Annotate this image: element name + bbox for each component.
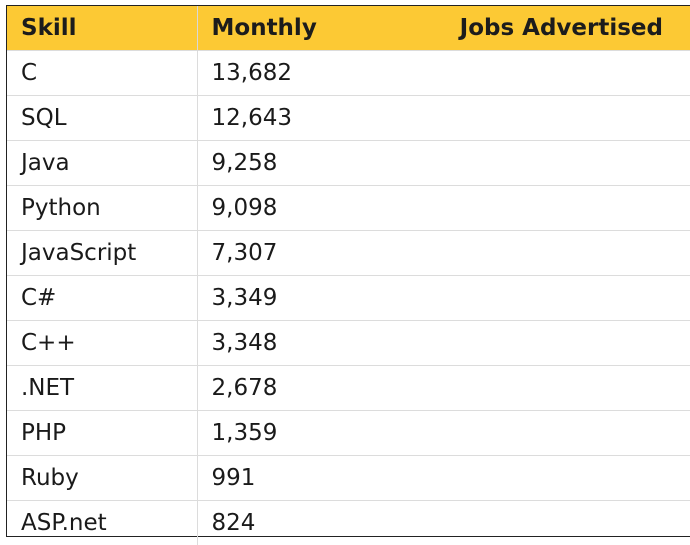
jobs-count-cell: 991 [197,456,690,501]
skills-table-container: Skill Monthly Jobs Advertised C 13,682 S… [6,5,690,537]
skill-cell: ASP.net [7,501,197,545]
table-row: .NET 2,678 [7,366,690,411]
header-monthly: Monthly [212,15,317,41]
table-row: PHP 1,359 [7,411,690,456]
jobs-count-cell: 9,098 [197,186,690,231]
table-row: SQL 12,643 [7,96,690,141]
table-row: C 13,682 [7,51,690,96]
jobs-count-cell: 13,682 [197,51,690,96]
skill-cell: JavaScript [7,231,197,276]
table-row: C# 3,349 [7,276,690,321]
skill-cell: .NET [7,366,197,411]
jobs-count-cell: 3,348 [197,321,690,366]
table-row: JavaScript 7,307 [7,231,690,276]
skill-cell: Java [7,141,197,186]
table-row: C++ 3,348 [7,321,690,366]
skill-cell: C# [7,276,197,321]
skills-table: Skill Monthly Jobs Advertised C 13,682 S… [7,6,690,545]
header-jobs-advertised: Jobs Advertised [460,15,663,41]
skill-cell: Ruby [7,456,197,501]
header-skill: Skill [7,6,197,51]
skill-cell: Python [7,186,197,231]
jobs-count-cell: 1,359 [197,411,690,456]
table-row: Ruby 991 [7,456,690,501]
jobs-count-cell: 9,258 [197,141,690,186]
skill-cell: PHP [7,411,197,456]
table-row: ASP.net 824 [7,501,690,545]
header-monthly-jobs: Monthly Jobs Advertised [197,6,690,51]
jobs-count-cell: 7,307 [197,231,690,276]
skill-cell: C++ [7,321,197,366]
jobs-count-cell: 3,349 [197,276,690,321]
table-header-row: Skill Monthly Jobs Advertised [7,6,690,51]
table-row: Python 9,098 [7,186,690,231]
table-row: Java 9,258 [7,141,690,186]
jobs-count-cell: 2,678 [197,366,690,411]
jobs-count-cell: 12,643 [197,96,690,141]
skill-cell: C [7,51,197,96]
jobs-count-cell: 824 [197,501,690,545]
skill-cell: SQL [7,96,197,141]
